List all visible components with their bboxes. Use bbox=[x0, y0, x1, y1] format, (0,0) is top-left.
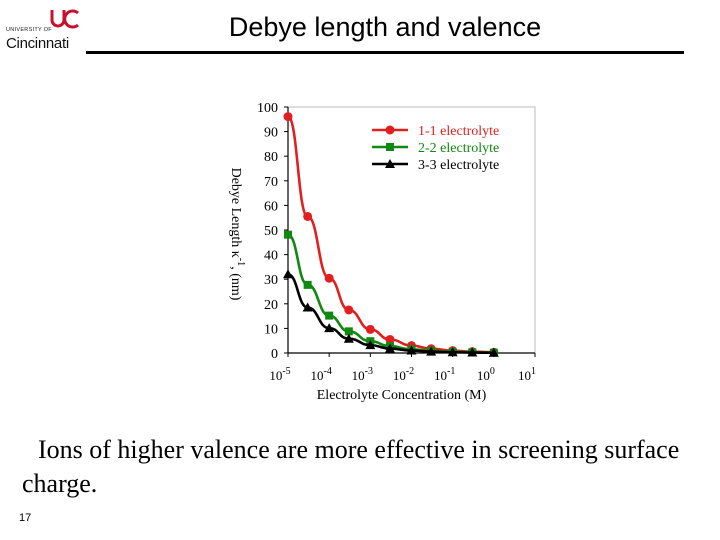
data-point bbox=[344, 305, 354, 315]
x-tick-label: 10-2 bbox=[393, 366, 414, 383]
slide-title: Debye length and valence bbox=[228, 12, 542, 42]
y-tick-label: 10 bbox=[264, 322, 278, 337]
data-point bbox=[325, 311, 334, 320]
y-tick-label: 0 bbox=[271, 347, 278, 362]
uc-monogram-icon bbox=[50, 9, 79, 29]
slide-number: 17 bbox=[19, 512, 32, 524]
legend-entry: 3-3 electrolyte bbox=[372, 158, 499, 173]
y-tick-label: 60 bbox=[264, 199, 278, 214]
data-point bbox=[365, 340, 376, 350]
x-tick-label: 100 bbox=[477, 366, 495, 383]
y-tick-label: 40 bbox=[264, 249, 278, 264]
legend-marker bbox=[385, 159, 395, 168]
x-tick-label: 10-5 bbox=[269, 366, 290, 383]
y-tick-label: 80 bbox=[264, 150, 278, 165]
legend-label: 3-3 electrolyte bbox=[418, 158, 499, 173]
data-point bbox=[303, 280, 312, 289]
data-point bbox=[488, 347, 499, 357]
caption-text: Ions of higher valence are more effectiv… bbox=[22, 435, 680, 498]
legend-label: 1-1 electrolyte bbox=[418, 124, 499, 139]
y-tick-label: 20 bbox=[264, 298, 278, 313]
y-tick-label: 70 bbox=[264, 175, 278, 190]
legend-marker bbox=[386, 143, 394, 151]
data-point bbox=[324, 323, 335, 333]
chart-series bbox=[283, 112, 499, 357]
x-axis-label: Electrolyte Concentration (M) bbox=[317, 388, 487, 403]
data-point bbox=[406, 345, 417, 355]
data-point bbox=[426, 346, 437, 356]
logo-wordmark: Cincinnati bbox=[6, 35, 69, 52]
y-tick-label: 50 bbox=[264, 224, 278, 239]
data-point bbox=[447, 347, 458, 357]
data-point bbox=[384, 343, 395, 353]
university-logo: UNIVERSITY OF Cincinnati bbox=[4, 8, 86, 52]
data-point bbox=[302, 302, 313, 312]
data-point bbox=[343, 333, 354, 343]
data-point bbox=[324, 273, 334, 283]
data-point bbox=[467, 347, 478, 357]
y-tick-label: 100 bbox=[257, 101, 278, 116]
data-point bbox=[284, 230, 292, 239]
y-axis-label: Debye Length κ-1, (nm) bbox=[228, 168, 246, 301]
x-tick-label: 10-1 bbox=[434, 366, 455, 383]
legend-entry: 2-2 electrolyte bbox=[372, 141, 499, 156]
title-divider bbox=[86, 51, 684, 54]
y-tick-label: 90 bbox=[264, 126, 278, 141]
data-point bbox=[344, 327, 353, 336]
debye-length-chart: 0 10 20 30 40 50 60 70 80 90 100 10-5 10-4 10-3 10-2 10… bbox=[228, 101, 536, 403]
legend-label: 2-2 electrolyte bbox=[418, 141, 499, 156]
x-tick-label: 10-3 bbox=[352, 366, 373, 383]
x-tick-label: 101 bbox=[518, 366, 536, 383]
data-point bbox=[365, 324, 375, 334]
x-tick-label: 10-4 bbox=[310, 366, 331, 383]
slide-caption: Ions of higher valence are more effectiv… bbox=[22, 433, 682, 501]
legend-marker bbox=[385, 125, 395, 135]
logo-university-text: UNIVERSITY OF bbox=[6, 27, 52, 33]
y-tick-label: 30 bbox=[264, 273, 278, 288]
data-point bbox=[303, 211, 313, 221]
chart-legend: 1-1 electrolyte 2-2 electrolyte 3-3 electr… bbox=[372, 124, 499, 173]
data-point bbox=[283, 269, 293, 279]
legend-entry: 1-1 electrolyte bbox=[372, 124, 499, 139]
data-point bbox=[283, 112, 293, 122]
series-3 bbox=[283, 269, 499, 357]
data-point bbox=[385, 334, 395, 344]
